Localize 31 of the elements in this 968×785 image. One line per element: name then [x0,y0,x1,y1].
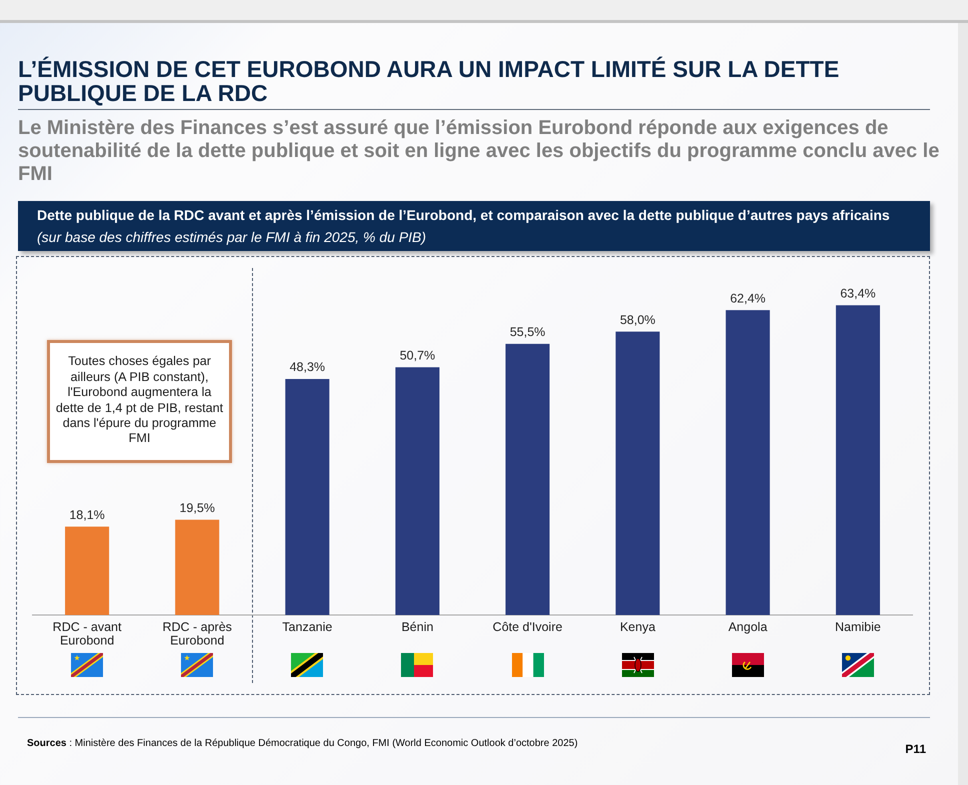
bar [506,344,550,615]
x-tick-label: RDC - avant Eurobond [52,620,122,648]
data-label: 19,5% [179,500,215,515]
chart-title: L’ÉMISSION DE CET EUROBOND AURA UN IMPACT LIMITÉ SUR LA DETTE PUBLIQUE DE LA RDC [18,56,840,106]
x-tick-label: Namibie [835,620,881,634]
source-note: Sources : Ministère des Finances de la République Démocratique du Congo, FMI (World Economic Outlook d’octobre 2025) [27,738,578,749]
bar [395,367,440,615]
bar [65,526,110,615]
annotation: Toutes choses égales par ailleurs (A PIB constant), l'Eurobond augmentera la dette de 1,4 pt de PIB, restant dans l'épure du programme FMI [54,354,224,448]
bar [616,332,660,615]
x-tick-label: Angola [728,620,768,634]
text: (sur base des chiffres estimés par le FMI à fin 2025, % du PIB) [37,229,426,246]
chart-subtitle: Le Ministère des Finances s’est assuré que l’émission Eurobond réponde aux exigences de soutenabilité de la dette publique et soit en ligne avec les objectifs du programme conclu avec le FMI [18,117,940,186]
data-label: 62,4% [730,291,766,306]
text: Dette publique de la RDC avant et après l’émission de l’Eurobond, et comparaison avec la dette publique d’autres pays africains [37,207,890,224]
bar [175,520,220,615]
x-tick-label: Tanzanie [282,620,332,634]
bar [726,310,770,615]
bar [836,305,880,615]
data-label: 18,1% [69,508,105,522]
data-label: 58,0% [620,312,656,327]
data-label: 63,4% [840,286,876,300]
text: P11 [905,742,926,756]
data-label: 50,7% [400,348,436,362]
x-tick-label: Kenya [620,620,656,634]
data-label: 55,5% [510,325,546,340]
bar [285,379,330,615]
x-tick-label: RDC - après Eurobond [162,620,232,648]
x-tick-label: Bénin [401,620,434,634]
x-tick-label: Côte d'Ivoire [492,620,562,634]
data-label: 48,3% [290,360,326,374]
